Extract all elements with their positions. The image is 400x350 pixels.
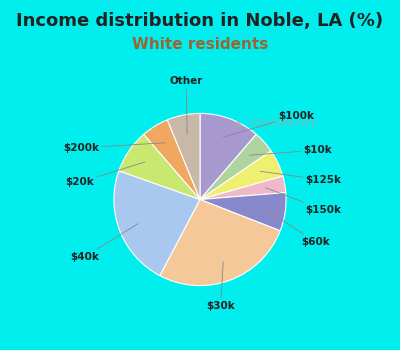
Text: $40k: $40k xyxy=(70,224,138,262)
Text: City-Data.com: City-Data.com xyxy=(248,118,318,128)
Text: $200k: $200k xyxy=(63,143,165,153)
Wedge shape xyxy=(200,193,286,231)
Text: $125k: $125k xyxy=(260,171,342,185)
Text: White residents: White residents xyxy=(132,37,268,52)
Text: $60k: $60k xyxy=(266,209,330,247)
Wedge shape xyxy=(160,199,280,286)
Text: $20k: $20k xyxy=(66,162,145,187)
Text: $30k: $30k xyxy=(206,262,235,311)
Text: $10k: $10k xyxy=(250,145,332,155)
Wedge shape xyxy=(200,151,283,199)
Wedge shape xyxy=(144,120,200,199)
Text: ▲: ▲ xyxy=(234,118,243,128)
Wedge shape xyxy=(167,113,200,200)
Wedge shape xyxy=(200,134,271,200)
Wedge shape xyxy=(200,176,286,200)
Text: $100k: $100k xyxy=(223,111,314,137)
Wedge shape xyxy=(114,171,200,276)
Wedge shape xyxy=(119,134,200,200)
Text: Other: Other xyxy=(170,76,203,134)
Text: $150k: $150k xyxy=(266,188,342,215)
Wedge shape xyxy=(200,113,256,200)
Text: Income distribution in Noble, LA (%): Income distribution in Noble, LA (%) xyxy=(16,12,384,30)
